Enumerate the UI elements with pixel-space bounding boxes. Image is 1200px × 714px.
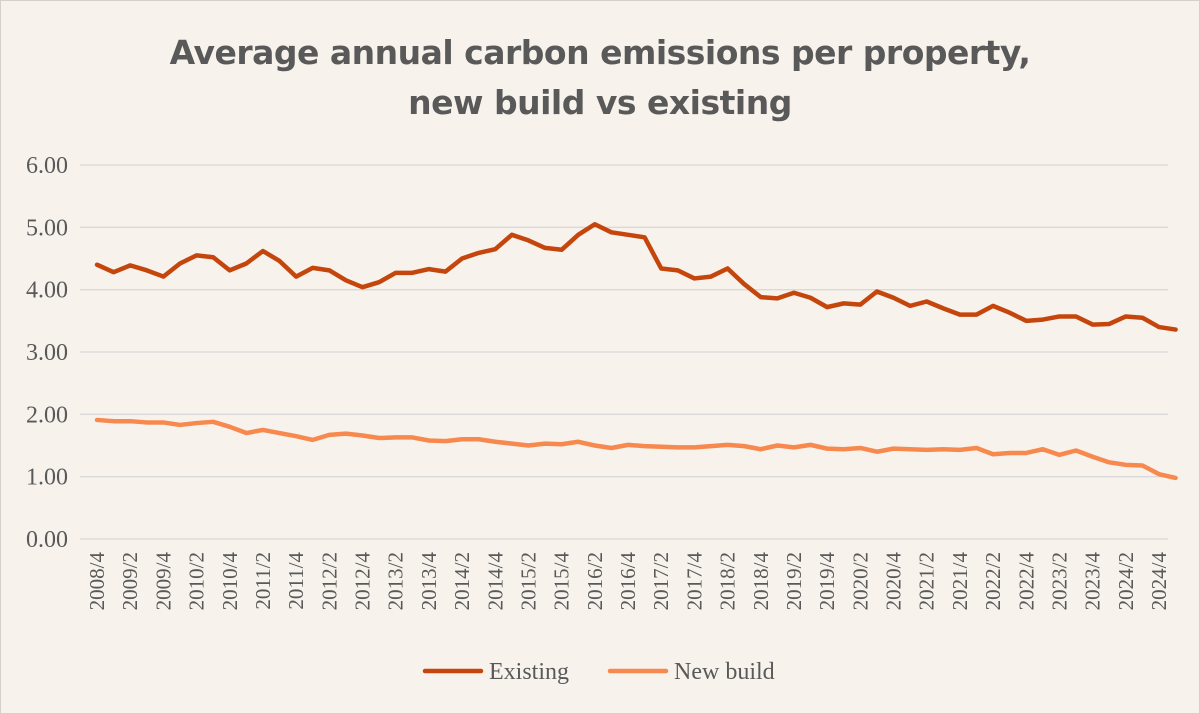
x-tick-label: 2021/4 bbox=[948, 552, 972, 611]
y-tick-label: 4.00 bbox=[26, 278, 68, 304]
x-tick-label: 2016/2 bbox=[583, 552, 607, 610]
legend-label-existing: Existing bbox=[489, 659, 569, 685]
y-tick-label: 3.00 bbox=[26, 340, 68, 366]
gridlines bbox=[80, 164, 1168, 540]
x-tick-label: 2013/4 bbox=[417, 552, 441, 611]
legend: Existing New build bbox=[422, 659, 775, 685]
x-tick-label: 2009/2 bbox=[118, 552, 142, 610]
x-tick-label: 2022/4 bbox=[1014, 552, 1038, 611]
x-tick-label: 2024/2 bbox=[1114, 552, 1138, 610]
x-tick-label: 2011/4 bbox=[284, 552, 308, 610]
x-tick-label: 2019/4 bbox=[815, 552, 839, 611]
series-line-new-build bbox=[94, 417, 1178, 481]
x-tick-label: 2009/4 bbox=[151, 552, 175, 611]
series-line-existing bbox=[94, 221, 1178, 332]
x-tick-label: 2015/2 bbox=[516, 552, 540, 610]
x-tick-label: 2014/2 bbox=[450, 552, 474, 610]
x-axis: 2008/4 2009/2 2009/4 2010/2 2010/4 2011/2 2011… bbox=[85, 552, 1171, 611]
x-tick-label: 2020/2 bbox=[848, 552, 872, 610]
chart-title: Average annual carbon emissions per prop… bbox=[0, 28, 1200, 128]
x-tick-label: 2017/2 bbox=[649, 552, 673, 610]
chart-title-line-2: new build vs existing bbox=[408, 83, 792, 122]
x-tick-label: 2020/4 bbox=[882, 552, 906, 611]
y-tick-label: 2.00 bbox=[26, 402, 68, 428]
x-tick-label: 2016/4 bbox=[616, 552, 640, 611]
x-tick-label: 2010/4 bbox=[218, 552, 242, 611]
x-tick-label: 2022/2 bbox=[981, 552, 1005, 610]
y-tick-label: 0.00 bbox=[26, 527, 68, 553]
x-tick-label: 2008/4 bbox=[85, 552, 109, 611]
x-tick-label: 2021/2 bbox=[915, 552, 939, 610]
y-tick-label: 1.00 bbox=[26, 465, 68, 491]
x-tick-label: 2023/2 bbox=[1047, 552, 1071, 610]
x-tick-label: 2018/4 bbox=[749, 552, 773, 611]
x-tick-label: 2011/2 bbox=[251, 552, 275, 610]
series-lines bbox=[94, 221, 1178, 481]
x-tick-label: 2012/2 bbox=[317, 552, 341, 610]
x-tick-label: 2013/2 bbox=[384, 552, 408, 610]
y-axis: 0.00 1.00 2.00 3.00 4.00 5.00 6.00 bbox=[26, 153, 68, 553]
y-tick-label: 5.00 bbox=[26, 215, 68, 241]
x-tick-label: 2019/2 bbox=[782, 552, 806, 610]
x-tick-label: 2012/4 bbox=[351, 552, 375, 611]
x-tick-label: 2018/2 bbox=[716, 552, 740, 610]
chart-title-line-1: Average annual carbon emissions per prop… bbox=[169, 33, 1031, 72]
x-tick-label: 2023/4 bbox=[1081, 552, 1105, 611]
x-tick-label: 2015/4 bbox=[550, 552, 574, 611]
legend-label-new-build: New build bbox=[674, 659, 775, 685]
x-tick-label: 2014/4 bbox=[483, 552, 507, 611]
x-tick-label: 2024/4 bbox=[1147, 552, 1171, 611]
y-tick-label: 6.00 bbox=[26, 153, 68, 179]
x-tick-label: 2010/2 bbox=[185, 552, 209, 610]
x-tick-label: 2017/4 bbox=[682, 552, 706, 611]
